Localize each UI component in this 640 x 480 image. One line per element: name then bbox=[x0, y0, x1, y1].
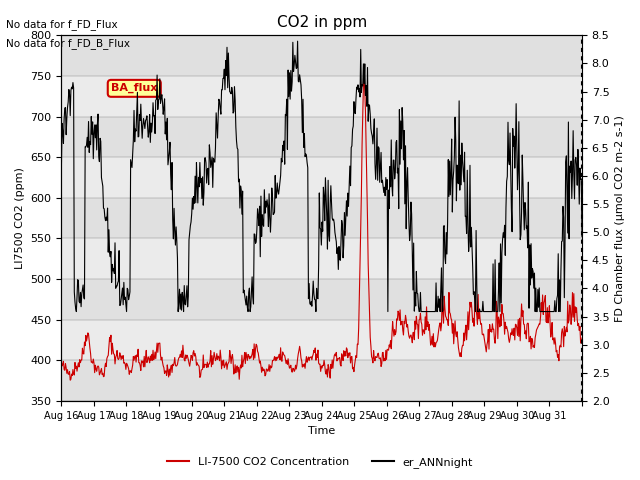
Bar bbox=[61, 157, 582, 198]
Bar bbox=[61, 76, 582, 117]
Y-axis label: FD Chamber flux (μmol CO2 m-2 s-1): FD Chamber flux (μmol CO2 m-2 s-1) bbox=[615, 115, 625, 322]
Y-axis label: LI7500 CO2 (ppm): LI7500 CO2 (ppm) bbox=[15, 167, 25, 269]
Text: No data for f_FD_Flux: No data for f_FD_Flux bbox=[6, 19, 118, 30]
Bar bbox=[61, 360, 582, 401]
X-axis label: Time: Time bbox=[308, 426, 335, 436]
Bar bbox=[61, 36, 582, 76]
Bar bbox=[61, 239, 582, 279]
Bar bbox=[61, 320, 582, 360]
Bar bbox=[61, 279, 582, 320]
Bar bbox=[61, 117, 582, 157]
Legend: LI-7500 CO2 Concentration, er_ANNnight: LI-7500 CO2 Concentration, er_ANNnight bbox=[163, 452, 477, 472]
Text: No data for f_FD_B_Flux: No data for f_FD_B_Flux bbox=[6, 38, 131, 49]
Bar bbox=[61, 198, 582, 239]
Title: CO2 in ppm: CO2 in ppm bbox=[276, 15, 367, 30]
Text: BA_flux: BA_flux bbox=[111, 83, 157, 94]
